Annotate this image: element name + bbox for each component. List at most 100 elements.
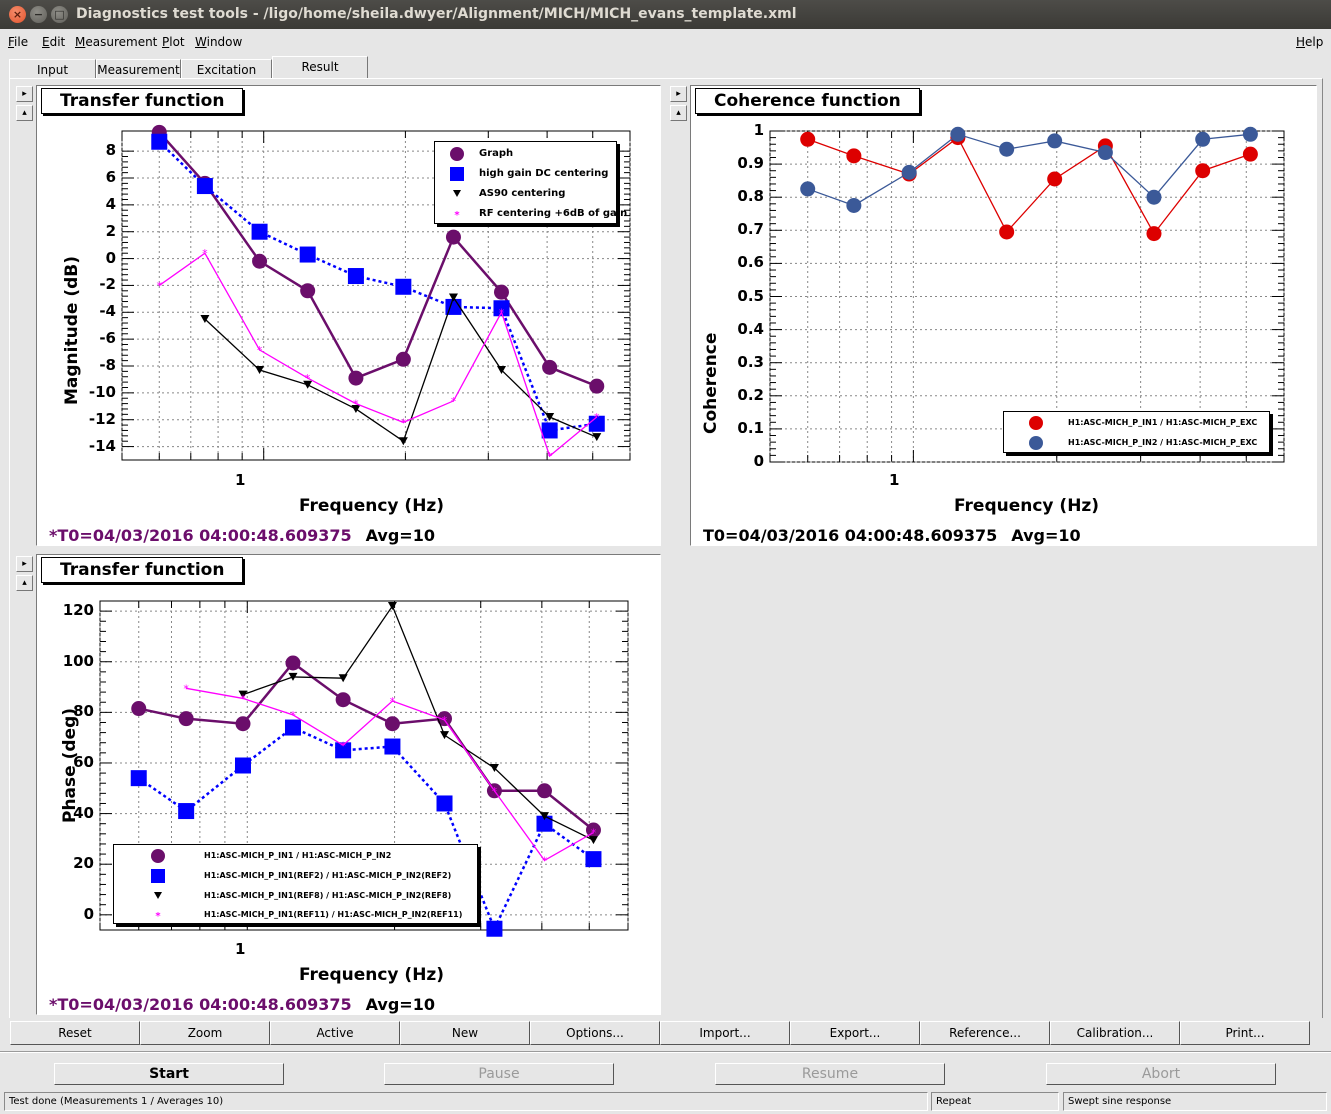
legend-label: RF centering +6dB of gain <box>479 208 628 219</box>
legend-entry-in1-in2: H1:ASC-MICH_P_IN1 / H1:ASC-MICH_P_IN2 <box>114 846 479 866</box>
status-mode: Repeat <box>931 1092 1059 1111</box>
coherence-footer: T0=04/03/2016 04:00:48.609375 Avg=10 <box>703 526 1081 545</box>
export-button[interactable]: Export... <box>790 1021 920 1045</box>
start-button[interactable]: Start <box>54 1063 284 1085</box>
close-window-button[interactable]: × <box>9 6 26 23</box>
series-0-point <box>536 783 552 799</box>
y-tick-label: -12 <box>88 409 116 428</box>
tab-measurement[interactable]: Measurement <box>96 59 181 79</box>
menu-measurement[interactable]: Measurement <box>75 35 158 49</box>
menu-plot[interactable]: Plot <box>162 35 185 49</box>
series-1-point <box>130 770 147 787</box>
series-3-point: * <box>594 411 600 424</box>
series-0-point <box>1195 163 1211 179</box>
phase-x-axis-label: Frequency (Hz) <box>299 965 445 985</box>
pause-button[interactable]: Pause <box>384 1063 614 1085</box>
series-3-point: * <box>340 739 346 752</box>
series-0-point <box>252 253 268 269</box>
series-1-point <box>1242 126 1258 142</box>
series-2-point <box>592 433 602 442</box>
calibration-button[interactable]: Calibration... <box>1050 1021 1180 1045</box>
series-1-point <box>335 742 352 759</box>
tab-result[interactable]: Result <box>272 56 368 79</box>
reference-button[interactable]: Reference... <box>920 1021 1050 1045</box>
active-button[interactable]: Active <box>270 1021 400 1045</box>
coherence-plot-pad[interactable]: Coherence function Coherence Frequency (… <box>690 85 1317 546</box>
separator <box>0 1051 1331 1053</box>
phase-footer: *T0=04/03/2016 04:00:48.609375 Avg=10 <box>49 995 435 1014</box>
minimize-window-button[interactable]: − <box>30 6 47 23</box>
phase-x-tick-label: 1 <box>235 940 246 958</box>
series-0-line <box>807 136 1251 235</box>
zoom-button[interactable]: Zoom <box>140 1021 270 1045</box>
coherence-plot-title: Coherence function <box>695 88 920 114</box>
tab-input[interactable]: Input <box>9 59 96 79</box>
y-tick-label: 1 <box>753 121 764 139</box>
menu-window[interactable]: Window <box>195 35 243 49</box>
series-0-point <box>589 378 605 394</box>
y-tick-label: 0.2 <box>737 385 764 404</box>
new-button[interactable]: New <box>400 1021 530 1045</box>
y-tick-label: 0.9 <box>737 154 764 173</box>
import-button[interactable]: Import... <box>660 1021 790 1045</box>
series-1-line <box>158 140 597 432</box>
phase-t0-label: *T0=04/03/2016 04:00:48.609375 <box>49 995 352 1014</box>
print-button[interactable]: Print... <box>1180 1021 1310 1045</box>
series-1-point <box>284 719 301 736</box>
coherence-x-axis-label: Frequency (Hz) <box>954 496 1100 516</box>
pad1-expand-right-button[interactable]: ▸ <box>16 86 33 102</box>
series-1-point <box>347 268 364 285</box>
menu-help[interactable]: Help <box>1296 35 1324 49</box>
y-tick-label: 100 <box>62 651 94 670</box>
series-3-point: * <box>183 682 189 695</box>
legend-entry-ref8: H1:ASC-MICH_P_IN1(REF8) / H1:ASC-MICH_P_… <box>114 886 479 906</box>
pad1-expand-up-button[interactable]: ▴ <box>16 105 33 121</box>
status-type: Swept sine response <box>1063 1092 1327 1111</box>
series-0-point <box>800 131 816 147</box>
magnitude-plot-pad[interactable]: * * * * * * * * * * Transfer function Magnitude (… <box>36 85 661 546</box>
series-3-point: * <box>157 279 163 292</box>
y-tick-label: -8 <box>99 356 116 374</box>
magnitude-x-axis-label: Frequency (Hz) <box>299 496 445 516</box>
options-button[interactable]: Options... <box>530 1021 660 1045</box>
coherence-t0-label: T0=04/03/2016 04:00:48.609375 <box>703 526 998 545</box>
abort-button[interactable]: Abort <box>1046 1063 1276 1085</box>
series-1-point <box>1146 189 1162 205</box>
phase-plot-pad[interactable]: * * * * * * * * * Transfer function Phase (deg) … <box>36 554 661 1015</box>
svg-text:*: * <box>155 911 161 922</box>
series-1-line <box>807 133 1251 207</box>
menu-file[interactable]: File <box>8 35 29 49</box>
y-tick-label: 8 <box>105 141 116 160</box>
series-2-point <box>288 672 298 681</box>
resume-button[interactable]: Resume <box>715 1063 945 1085</box>
series-2-point <box>303 380 313 389</box>
plot-button-row: Reset Zoom Active New Options... Import.… <box>10 1021 1314 1045</box>
series-0-point <box>335 692 351 708</box>
pad3-expand-up-button[interactable]: ▴ <box>16 575 33 591</box>
legend-label: H1:ASC-MICH_P_IN1(REF11) / H1:ASC-MICH_P… <box>204 910 463 919</box>
phase-plot-title: Transfer function <box>41 557 244 583</box>
tab-excitation[interactable]: Excitation <box>181 59 272 79</box>
series-2-point <box>588 836 598 845</box>
legend-marker-as90 <box>453 190 461 197</box>
series-3-point: * <box>257 344 263 357</box>
series-3-point: * <box>442 714 448 727</box>
y-tick-label: 0.3 <box>737 352 764 371</box>
series-3-point: * <box>547 450 553 463</box>
series-0-point <box>1047 171 1063 187</box>
series-2-point <box>545 413 555 422</box>
reset-button[interactable]: Reset <box>10 1021 140 1045</box>
pad2-expand-right-button[interactable]: ▸ <box>670 86 687 102</box>
y-tick-label: 60 <box>73 752 94 771</box>
pad2-expand-up-button[interactable]: ▴ <box>670 105 687 121</box>
series-3-point: * <box>202 247 208 260</box>
pad3-expand-right-button[interactable]: ▸ <box>16 556 33 572</box>
y-tick-label: 0 <box>105 248 116 267</box>
menu-edit[interactable]: Edit <box>42 35 66 49</box>
title-bar: × − □ Diagnostics test tools - /ligo/hom… <box>0 0 1331 29</box>
magnitude-t0-label: *T0=04/03/2016 04:00:48.609375 <box>49 526 352 545</box>
legend-marker-in2-exc <box>1029 436 1043 450</box>
series-2-point <box>255 366 265 375</box>
maximize-window-button[interactable]: □ <box>51 6 68 23</box>
legend-marker-ref11: * <box>155 911 161 922</box>
